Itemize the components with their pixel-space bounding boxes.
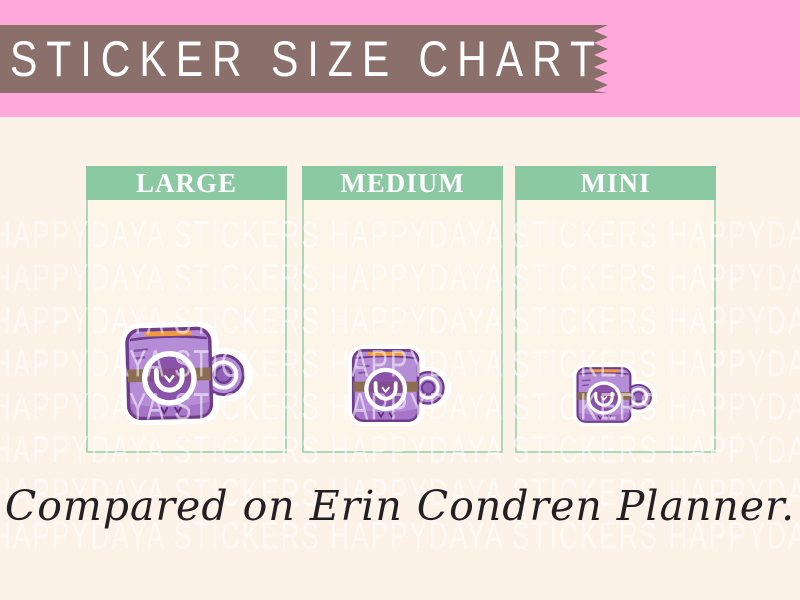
coffee-mug-sticker-large [115, 315, 256, 431]
coffee-mug-sticker-medium [344, 341, 452, 430]
title-banner: STICKER SIZE CHART [0, 25, 608, 93]
column-header-mini: MINI [515, 166, 716, 200]
coffee-mug-sticker-mini [570, 361, 658, 429]
caption-text: Compared on Erin Condren Planner. [4, 482, 796, 530]
size-column-mini: MINI [515, 166, 716, 453]
size-column-large: LARGE [86, 166, 287, 453]
column-header-large: LARGE [86, 166, 287, 200]
size-column-medium: MEDIUM [302, 166, 503, 453]
column-header-medium: MEDIUM [302, 166, 503, 200]
page-title: STICKER SIZE CHART [9, 30, 605, 87]
